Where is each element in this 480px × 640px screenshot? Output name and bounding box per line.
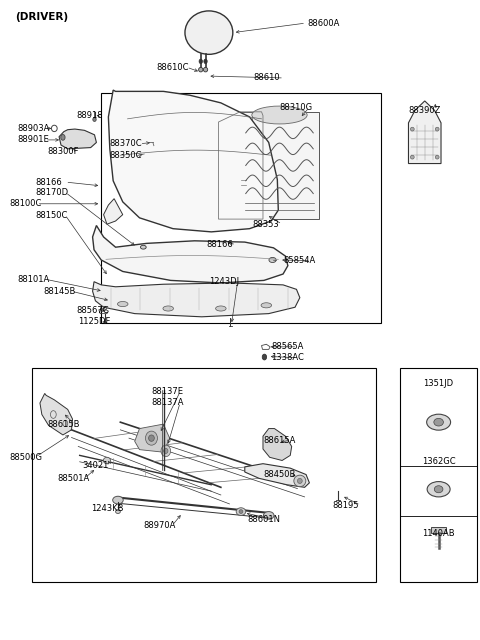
Text: 88610: 88610 [253, 74, 280, 83]
Text: 88600A: 88600A [307, 19, 339, 28]
Text: 88300F: 88300F [48, 147, 79, 156]
Ellipse shape [61, 134, 65, 140]
Ellipse shape [164, 449, 168, 454]
Ellipse shape [93, 118, 96, 122]
Text: 88166: 88166 [35, 177, 62, 187]
Text: 88565A: 88565A [271, 342, 303, 351]
Ellipse shape [410, 127, 414, 131]
Ellipse shape [204, 59, 207, 63]
Ellipse shape [185, 11, 233, 54]
Bar [240, 112, 252, 219]
Ellipse shape [427, 414, 451, 430]
Text: 88195: 88195 [332, 500, 359, 509]
Polygon shape [408, 101, 441, 164]
Text: 88918: 88918 [76, 111, 103, 120]
Bar [240, 112, 319, 219]
Text: 88601N: 88601N [247, 515, 280, 524]
Text: 1351JD: 1351JD [423, 380, 454, 388]
Text: 88100C: 88100C [9, 199, 42, 208]
Ellipse shape [236, 508, 246, 515]
Bar [400, 368, 477, 582]
Text: 88170D: 88170D [35, 188, 68, 196]
Ellipse shape [141, 245, 146, 249]
Text: 88390Z: 88390Z [408, 106, 441, 115]
Ellipse shape [113, 496, 123, 504]
Ellipse shape [199, 67, 203, 72]
Ellipse shape [298, 478, 302, 483]
Ellipse shape [434, 419, 444, 426]
Text: 88350C: 88350C [110, 151, 142, 160]
Ellipse shape [149, 435, 155, 442]
Ellipse shape [116, 509, 120, 513]
Text: 88500G: 88500G [9, 453, 42, 462]
Text: 88137A: 88137A [152, 398, 184, 407]
Ellipse shape [262, 354, 266, 360]
Text: 1140AB: 1140AB [422, 529, 455, 538]
Ellipse shape [252, 106, 307, 124]
Text: 88615B: 88615B [48, 420, 80, 429]
Polygon shape [108, 90, 278, 232]
Ellipse shape [118, 301, 128, 307]
Ellipse shape [163, 306, 173, 311]
Text: 88901E: 88901E [17, 136, 49, 145]
Text: 88903A: 88903A [17, 124, 50, 133]
Bar [32, 368, 376, 582]
Text: 1243DJ: 1243DJ [209, 277, 239, 286]
Polygon shape [104, 198, 123, 224]
Ellipse shape [161, 445, 170, 457]
Text: 88567C: 88567C [76, 306, 109, 315]
Polygon shape [59, 129, 96, 149]
Text: 1362GC: 1362GC [422, 457, 456, 467]
Text: (DRIVER): (DRIVER) [15, 12, 68, 22]
Polygon shape [135, 424, 169, 452]
Text: 88150C: 88150C [35, 211, 68, 220]
Ellipse shape [216, 306, 226, 311]
Polygon shape [263, 429, 292, 461]
Text: 1125DF: 1125DF [78, 317, 110, 326]
Ellipse shape [435, 156, 439, 159]
Ellipse shape [199, 59, 203, 63]
Text: 88370C: 88370C [110, 140, 143, 148]
Text: 88615A: 88615A [263, 436, 295, 445]
Ellipse shape [239, 509, 243, 513]
Ellipse shape [204, 67, 208, 72]
Text: 1338AC: 1338AC [271, 353, 304, 362]
Text: 88166: 88166 [206, 240, 233, 249]
Text: 88310G: 88310G [279, 103, 312, 112]
Text: 88970A: 88970A [144, 521, 176, 530]
Text: 1243KB: 1243KB [91, 504, 123, 513]
Text: 88101A: 88101A [17, 275, 50, 284]
Ellipse shape [145, 431, 157, 445]
Ellipse shape [264, 511, 274, 519]
Ellipse shape [269, 257, 276, 262]
Ellipse shape [103, 458, 110, 464]
Ellipse shape [294, 475, 306, 486]
Ellipse shape [435, 127, 439, 131]
Bar [101, 93, 381, 323]
Polygon shape [431, 527, 446, 533]
Text: 88501A: 88501A [57, 474, 89, 483]
Ellipse shape [427, 481, 450, 497]
Polygon shape [40, 394, 72, 435]
Polygon shape [93, 282, 300, 317]
Polygon shape [93, 225, 288, 283]
Ellipse shape [410, 156, 414, 159]
Polygon shape [245, 464, 310, 487]
Text: 88610C: 88610C [156, 63, 189, 72]
Text: 34021: 34021 [82, 461, 108, 470]
Text: 88137E: 88137E [152, 387, 183, 396]
Text: 85854A: 85854A [283, 256, 315, 265]
Text: 88145B: 88145B [44, 287, 76, 296]
Text: 88353: 88353 [252, 220, 279, 228]
Text: 88450B: 88450B [263, 470, 295, 479]
Ellipse shape [434, 486, 443, 493]
Ellipse shape [261, 303, 272, 308]
